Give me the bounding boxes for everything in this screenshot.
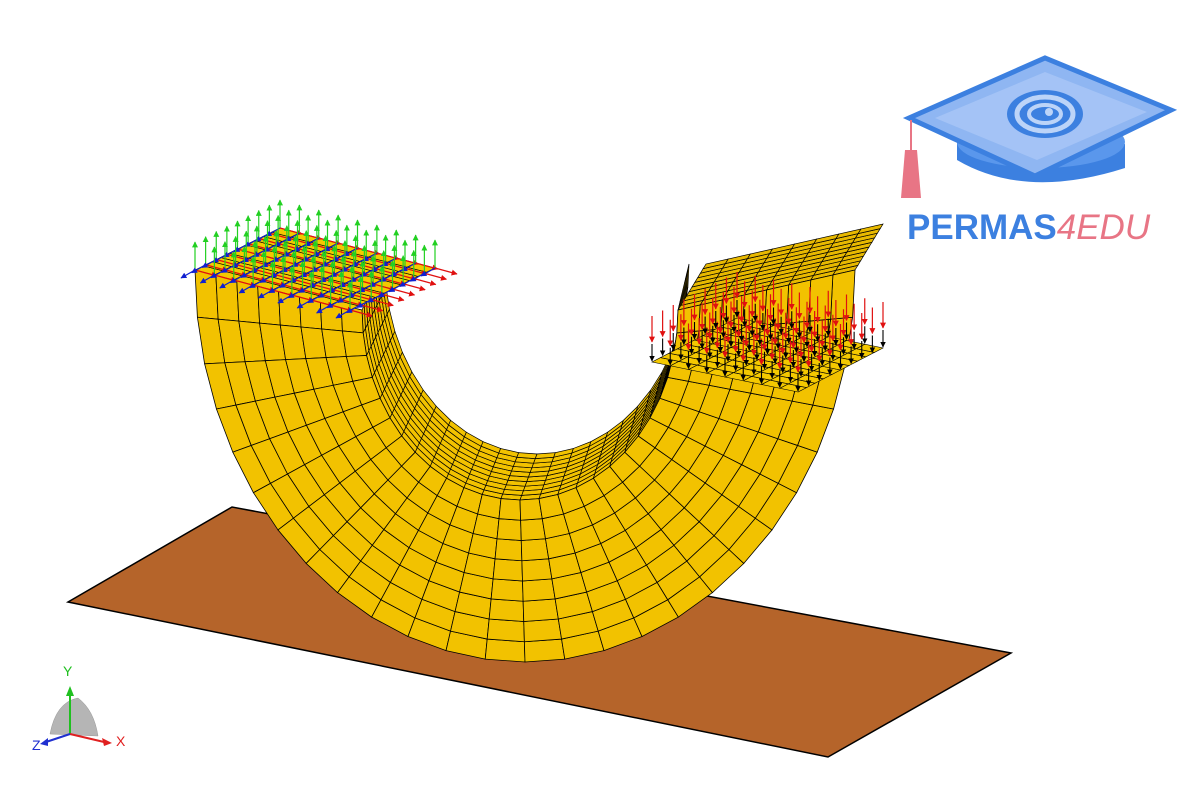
support-arrow-x <box>371 298 394 307</box>
support-arrow-x <box>434 267 458 276</box>
permas4edu-logo: PERMAS4EDU <box>895 50 1185 255</box>
graduation-cap-icon <box>901 55 1178 198</box>
support-arrow-x <box>413 277 437 286</box>
support-arrow-z <box>420 267 436 277</box>
support-arrow-x <box>402 283 426 292</box>
pressure-arrows-right <box>649 272 886 392</box>
support-arrows-left <box>180 199 458 319</box>
support-arrow-x <box>381 293 405 302</box>
support-arrow-z <box>180 269 196 279</box>
logo-wordmark: PERMAS4EDU <box>907 208 1150 248</box>
z-axis-label: Z <box>32 737 41 753</box>
support-arrow-x <box>349 309 373 318</box>
support-arrow-x <box>360 304 384 313</box>
support-arrow-x <box>392 288 416 297</box>
logo-name-accent: 4EDU <box>1056 208 1151 247</box>
x-axis-label: X <box>116 733 126 749</box>
z-axis-line <box>45 733 71 743</box>
y-axis-label: Y <box>63 663 73 679</box>
coordinate-triad: Y X Z <box>28 658 138 758</box>
triad-dome-icon <box>49 697 99 737</box>
logo-name-main: PERMAS <box>907 208 1057 247</box>
x-axis-line <box>69 733 105 743</box>
support-arrow-x <box>424 272 447 281</box>
